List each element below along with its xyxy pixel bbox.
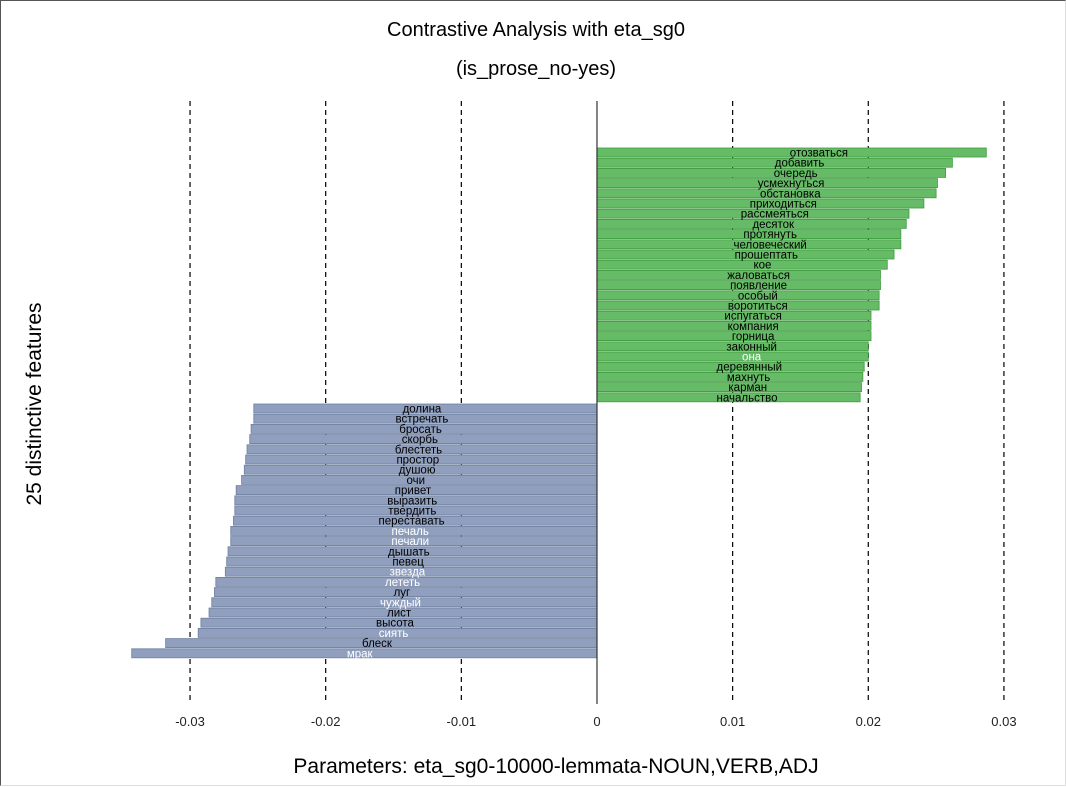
negative-bar-label: высота [376,618,415,630]
positive-bar-label: начальство [716,392,777,404]
negative-bar-label: чуждый [380,597,421,609]
negative-bar-label: луг [394,587,411,599]
positive-bar-label: добавить [775,158,825,170]
positive-bar-label: отозваться [790,148,848,160]
negative-bar-label: печаль [392,526,429,538]
negative-bar-label: переставать [379,516,445,528]
positive-bar-label: испугаться [724,311,781,323]
positive-bar-label: десяток [752,219,795,231]
negative-bar-label: очи [406,475,425,487]
bars [131,147,987,659]
negative-bar-label: привет [395,485,432,497]
x-tick-labels: -0.03 -0.02 -0.01 0 0.01 0.02 0.03 [175,714,1016,729]
positive-bar-label: горница [732,331,775,343]
positive-bar [596,351,869,362]
negative-bar-label: печали [391,536,429,548]
negative-bar-label: звезда [390,567,426,579]
positive-bar-label: появление [730,280,787,292]
negative-bar-label: встречать [396,414,449,426]
positive-bar-label: протянуть [743,229,797,241]
negative-bar-label: дышать [388,546,430,558]
x-tick-label: -0.03 [175,714,205,729]
negative-bar-label: бросать [399,424,442,436]
negative-bar-label: сиять [379,628,409,640]
positive-bar [596,259,888,270]
negative-bar-label: лететь [385,577,420,589]
negative-bar-label: блеск [362,638,393,650]
positive-bar-label: очередь [774,168,818,180]
positive-bar-label: законный [726,341,777,353]
negative-bar-label: скорбь [402,434,438,446]
negative-bar-label: долина [403,404,442,416]
x-tick-label: 0.03 [991,714,1016,729]
bar-labels: отозватьсядобавитьочередьусмехнутьсяобст… [347,148,848,661]
negative-bar-label: твердить [388,506,436,518]
negative-bar-label: выразить [387,495,437,507]
positive-bar-label: кое [753,260,771,272]
positive-bar-label: деревянный [717,362,783,374]
x-tick-label: 0.02 [856,714,881,729]
negative-bar-label: мрак [347,648,374,660]
positive-bar-label: компания [728,321,779,333]
positive-bar-label: обстановка [760,188,821,200]
negative-bar-label: простор [396,455,439,467]
negative-bar-label: певец [392,557,424,569]
positive-bar-label: приходиться [750,199,817,211]
x-tick-label: 0.01 [720,714,745,729]
negative-bar-label: душою [399,465,436,477]
chart-title: Contrastive Analysis with eta_sg0 [387,19,685,41]
negative-bar-label: лист [387,608,412,620]
positive-bar [596,167,947,178]
x-tick-label: -0.01 [447,714,477,729]
positive-bar-label: усмехнуться [758,178,825,190]
positive-bar-label: она [742,352,762,364]
positive-bar-label: жаловаться [727,270,790,282]
positive-bar-label: прошептать [735,250,798,262]
positive-bar-label: махнуть [727,372,770,384]
y-axis-title: 25 distinctive features [23,302,46,505]
positive-bar-label: воротиться [728,301,788,313]
x-axis-title: Parameters: eta_sg0-10000-lemmata-NOUN,V… [293,755,818,778]
positive-bar-label: карман [728,382,767,394]
chart-subtitle: (is_prose_no-yes) [456,58,616,80]
x-tick-label: 0 [593,714,600,729]
positive-bar-label: особый [738,290,778,302]
positive-bar-label: человеческий [734,239,807,251]
x-tick-label: -0.02 [311,714,341,729]
positive-bar-label: рассмеяться [741,209,809,221]
negative-bar-label: блестеть [395,444,442,456]
